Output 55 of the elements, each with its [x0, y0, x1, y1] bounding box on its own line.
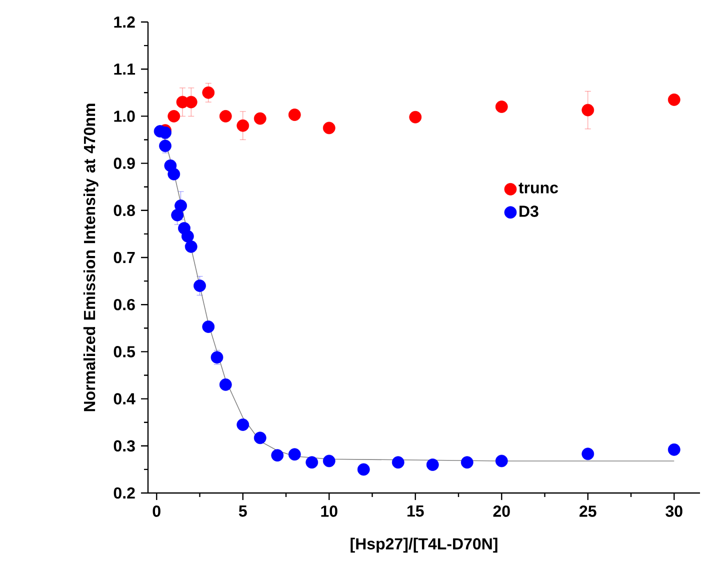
y-tick-label: 0.5: [114, 346, 136, 358]
point: [668, 443, 680, 456]
point: [254, 112, 266, 125]
point: [306, 456, 318, 469]
point: [271, 449, 284, 462]
y-tick-label: 0.6: [114, 298, 135, 310]
x-tick-label: 15: [407, 506, 424, 517]
x-tick-label: 10: [321, 506, 338, 517]
y-tick-label: 0.4: [114, 393, 136, 404]
point: [236, 418, 250, 431]
point: [168, 110, 180, 122]
point: [288, 108, 301, 121]
point: [288, 448, 301, 461]
point: [409, 110, 422, 124]
point: [219, 378, 232, 391]
point: [236, 119, 250, 132]
point: [254, 432, 266, 444]
point: [202, 320, 215, 333]
point: [181, 230, 194, 242]
point: [357, 463, 370, 476]
legend-label: D3: [520, 206, 538, 217]
y-tick-label: 0.8: [114, 204, 135, 216]
point: [582, 104, 594, 116]
x-tick-label: 0: [152, 506, 160, 517]
y-tick-label: 1.0: [114, 110, 135, 122]
x-tick-label: 5: [238, 506, 247, 517]
point: [322, 454, 336, 468]
y-tick-label: 0.9: [114, 158, 135, 169]
y-tick-label: 0.7: [114, 252, 135, 264]
point: [219, 110, 232, 122]
point: [184, 240, 198, 253]
point: [668, 94, 680, 106]
x-tick-label: 30: [666, 506, 682, 517]
y-tick-label: 1.2: [114, 16, 135, 28]
point: [460, 456, 474, 469]
y-tick-label: 0.2: [114, 487, 135, 499]
x-tick-label: 20: [493, 506, 510, 517]
point: [582, 448, 594, 460]
point: [426, 458, 439, 471]
point: [159, 140, 172, 152]
y-axis-title: Normalized Emission Intensity at 470nm: [83, 104, 98, 412]
x-tick-label: 25: [580, 506, 596, 517]
point: [392, 456, 404, 469]
point: [202, 86, 215, 99]
x-axis-title: [Hsp27]/[T4L-D70N]: [350, 538, 498, 553]
point: [174, 199, 187, 212]
point: [194, 280, 206, 292]
y-tick-label: 0.3: [114, 440, 135, 452]
point: [495, 454, 508, 468]
point: [210, 351, 224, 364]
legend-label: trunc: [518, 182, 558, 194]
point: [168, 168, 180, 180]
y-tick-label: 1.1: [114, 64, 136, 75]
point: [495, 100, 508, 113]
point: [322, 122, 336, 134]
